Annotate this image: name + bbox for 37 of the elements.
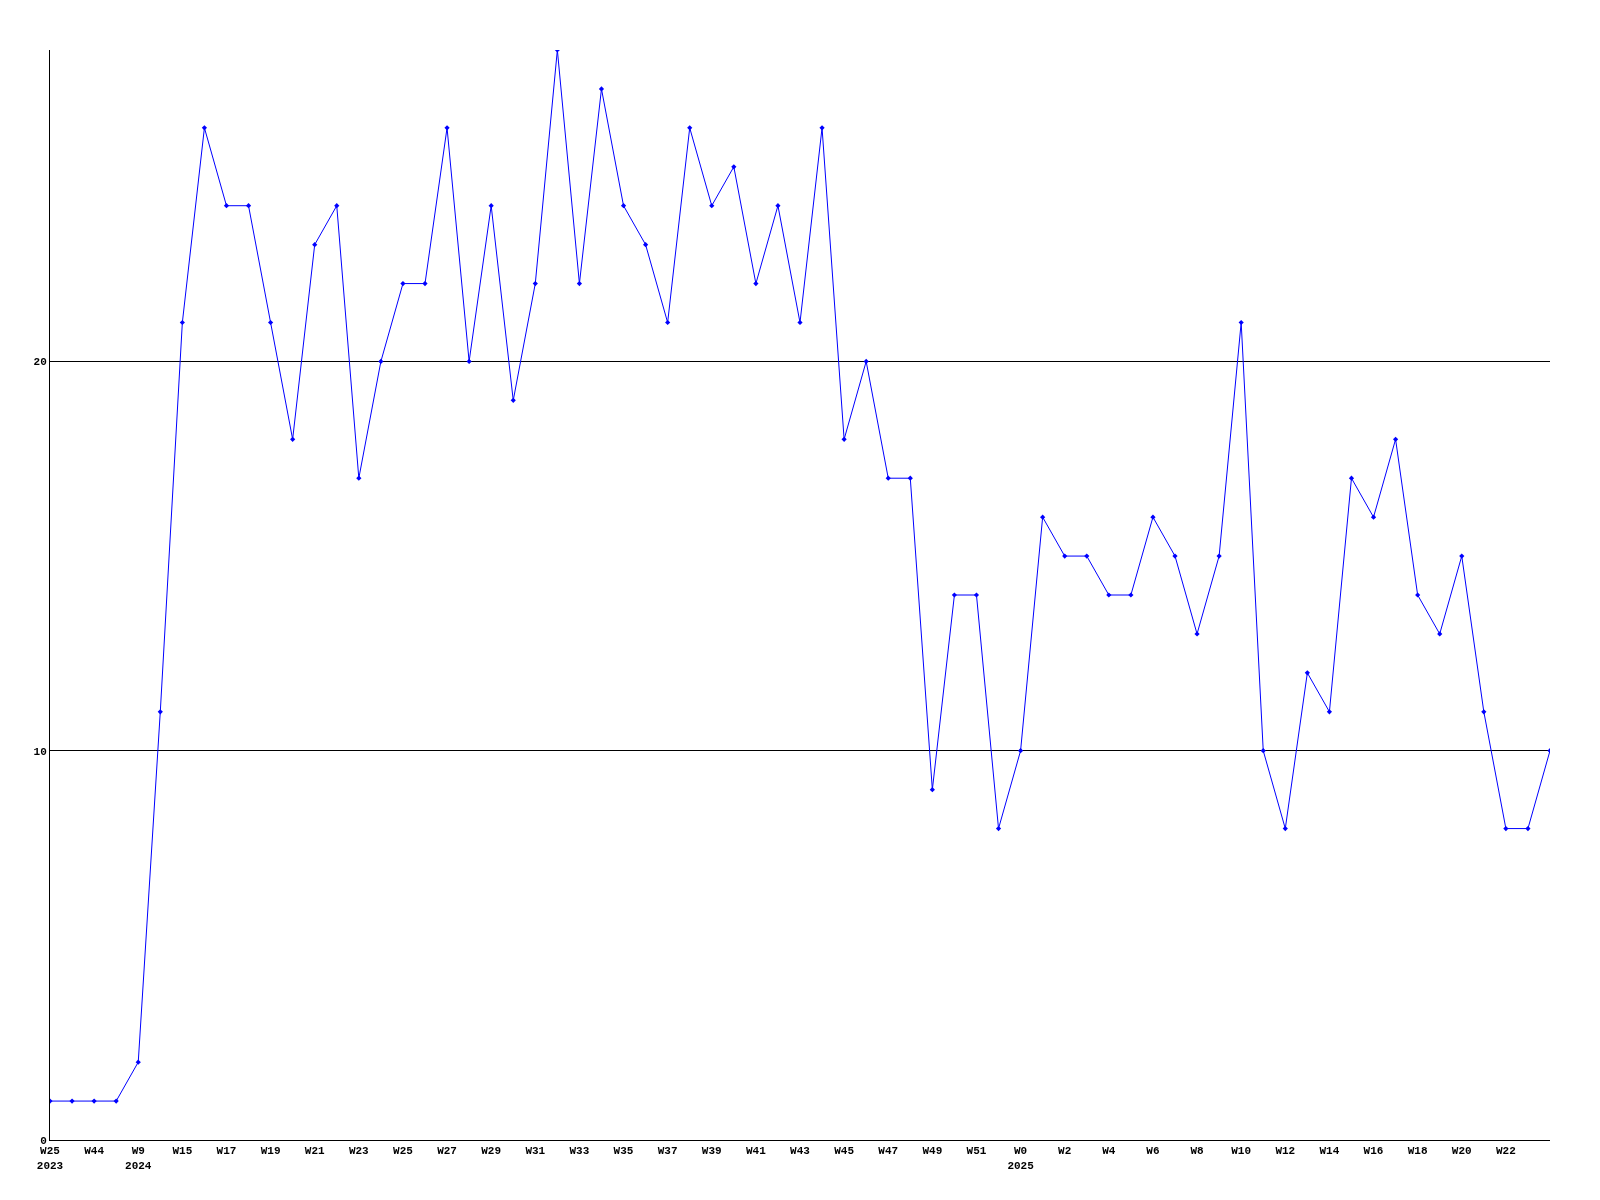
x-tick-label: W8 — [1190, 1145, 1205, 1158]
x-tick-label: W33 — [569, 1145, 590, 1158]
x-tick-label: W25 2023 — [36, 1145, 64, 1172]
x-tick-label: W41 — [745, 1145, 767, 1158]
x-tick-label: W15 — [172, 1145, 193, 1158]
y-tick-label: 10 — [33, 745, 47, 758]
x-tick-label: W18 — [1407, 1145, 1428, 1158]
x-tick-label: W4 — [1102, 1145, 1116, 1158]
x-tick-label: W12 — [1275, 1145, 1296, 1158]
x-tick-label: W49 — [922, 1145, 943, 1158]
x-tick-label: W25 — [393, 1145, 414, 1158]
x-tick-label: W14 — [1319, 1145, 1340, 1158]
x-tick-label: W31 — [525, 1145, 546, 1158]
x-tick-label: W27 — [437, 1145, 457, 1158]
y-tick-label: 0 — [40, 1134, 47, 1147]
x-tick-label: W47 — [878, 1145, 899, 1158]
x-tick-label: W2 — [1058, 1145, 1072, 1158]
x-tick-label: W35 — [613, 1145, 634, 1158]
x-tick-label: W23 — [348, 1145, 370, 1158]
x-tick-label: W45 — [834, 1145, 855, 1158]
x-tick-label: W37 — [657, 1145, 678, 1158]
x-tick-label: W44 — [84, 1145, 105, 1158]
x-tick-label: W0 2025 — [1007, 1145, 1035, 1172]
x-tick-label: W10 — [1231, 1145, 1252, 1158]
x-tick-label: W29 — [481, 1145, 502, 1158]
x-tick-label: W43 — [790, 1145, 811, 1158]
x-tick-label: W19 — [260, 1145, 281, 1158]
x-tick-label: W39 — [701, 1145, 722, 1158]
y-tick-label: 20 — [33, 356, 47, 369]
x-tick-label: W6 — [1146, 1145, 1160, 1158]
x-tick-label: W17 — [216, 1145, 237, 1158]
x-tick-label: W9 2024 — [125, 1145, 152, 1172]
x-tick-label: W16 — [1363, 1145, 1384, 1158]
x-tick-label: W21 — [304, 1145, 326, 1158]
x-tick-label: W22 — [1495, 1145, 1516, 1158]
x-tick-label: W20 — [1451, 1145, 1472, 1158]
x-tick-label: W51 — [966, 1145, 987, 1158]
